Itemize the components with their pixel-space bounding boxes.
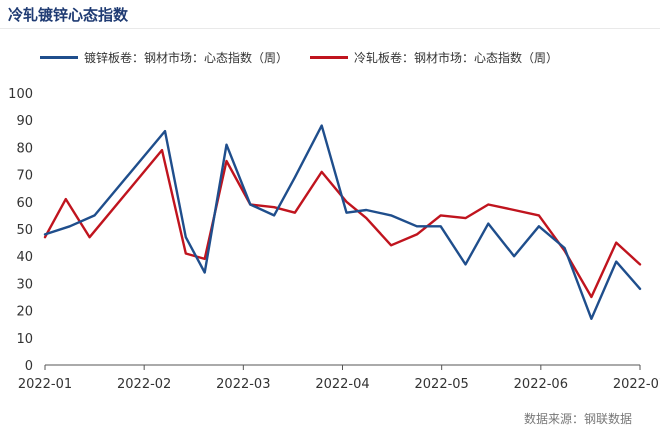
y-axis: 0 10 20 30 40 50 60 70 80 90 100 xyxy=(8,87,33,374)
y-tick-label: 30 xyxy=(16,277,33,292)
legend-item-galvanized: 镀锌板卷：钢材市场：心态指数（周） xyxy=(40,49,288,66)
legend-swatch-cold-rolled xyxy=(310,56,349,59)
x-tick-label: 2022-03 xyxy=(216,377,270,392)
y-tick-label: 70 xyxy=(16,169,33,184)
data-source: 数据来源：钢联数据 xyxy=(523,412,632,426)
series-layer xyxy=(43,124,642,320)
y-tick-label: 10 xyxy=(16,332,33,347)
y-tick-label: 90 xyxy=(16,114,33,129)
legend-label-cold-rolled: 冷轧板卷：钢材市场：心态指数（周） xyxy=(354,51,559,65)
y-tick-label: 40 xyxy=(16,250,33,265)
x-axis: 2022-01 2022-02 2022-03 2022-04 2022-05 2022-… xyxy=(18,364,660,392)
y-tick-label: 80 xyxy=(16,141,33,156)
y-tick-label: 0 xyxy=(25,359,33,374)
chart-title: 冷轧镀锌心态指数 xyxy=(8,6,129,24)
legend-label-galvanized: 镀锌板卷：钢材市场：心态指数（周） xyxy=(84,51,289,65)
title-divider xyxy=(0,28,660,29)
legend-item-cold-rolled: 冷轧板卷：钢材市场：心态指数（周） xyxy=(310,49,558,66)
legend: 镀锌板卷：钢材市场：心态指数（周） 冷轧板卷：钢材市场：心态指数（周） xyxy=(40,49,558,66)
y-tick-label: 60 xyxy=(16,196,33,211)
y-tick-label: 20 xyxy=(16,305,33,320)
y-tick-label: 50 xyxy=(16,223,33,238)
series-line-cold-rolled xyxy=(43,148,642,299)
x-tick-label: 2022-07 xyxy=(613,377,660,392)
series-line-galvanized xyxy=(43,124,642,320)
legend-swatch-galvanized xyxy=(40,56,78,59)
x-tick-label: 2022-04 xyxy=(315,377,369,392)
x-tick-label: 2022-01 xyxy=(18,377,72,392)
x-tick-label: 2022-02 xyxy=(117,377,171,392)
x-tick-label: 2022-05 xyxy=(415,377,469,392)
y-tick-label: 100 xyxy=(8,87,33,102)
x-tick-label: 2022-06 xyxy=(514,377,568,392)
